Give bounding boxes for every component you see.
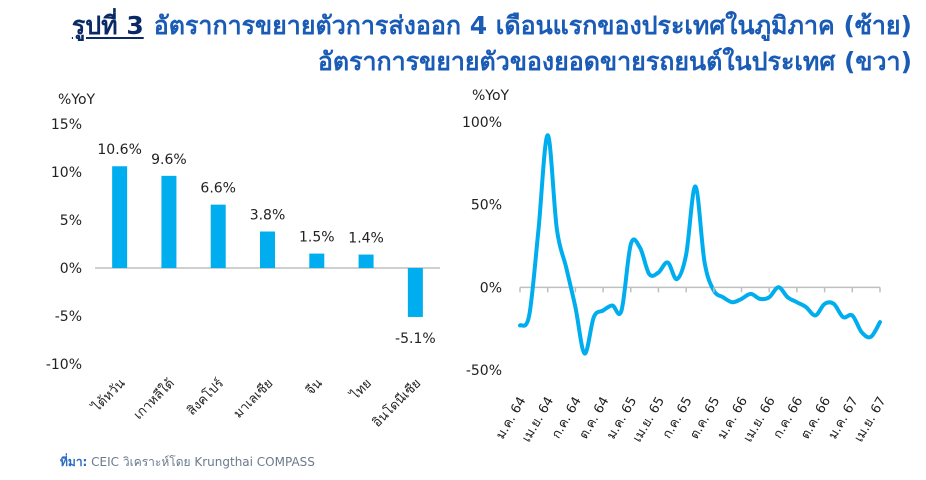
bar-category-label: ไต้หวัน [88,375,128,415]
bar [210,204,226,268]
bar-category-label: อินโดนีเซีย [369,376,424,431]
bar [260,231,275,268]
bar [112,166,128,268]
bar [358,254,374,268]
bar-category-label: สิงคโปร์ [184,376,227,419]
title-line-2: อัตราการขยายตัวของยอดขายรถยนต์ในประเทศ (… [318,42,912,82]
bar-y-tick-label: 5% [60,213,82,229]
bar-category-label: จีน [302,375,325,398]
figure-number: รูปที่ 3 [71,11,144,40]
series-line [518,133,882,356]
bar-data-label: -5.1% [395,331,436,347]
bar-data-label: 3.8% [250,208,286,224]
bar [161,175,177,268]
line-y-tick-label: 100% [462,115,502,131]
title-line-1: รูปที่ 3 อัตราการขยายตัวการส่งออก 4 เดือน… [14,6,912,46]
bar-category-label: ไทย [347,376,375,404]
bar-y-tick-label: -5% [55,309,82,325]
chart-title-left: อัตราการขยายตัวการส่งออก 4 เดือนแรกของปร… [153,11,912,40]
line-y-tick-label: 0% [480,280,502,296]
bar-data-label: 10.6% [97,142,141,158]
chart-title-right: อัตราการขยายตัวของยอดขายรถยนต์ในประเทศ (… [317,47,912,76]
bar-y-tick-label: 10% [51,165,82,181]
line-y-tick-label: -50% [466,363,502,379]
source-text: CEIC วิเคราะห์โดย Krungthai COMPASS [87,455,315,469]
bar-data-label: 6.6% [200,181,236,197]
source-label: ที่มา: [60,455,88,469]
bar-y-tick-label: 15% [51,117,82,133]
bar [309,253,325,268]
line-y-axis-label: %YoY [472,88,510,104]
source-note: ที่มา: CEIC วิเคราะห์โดย Krungthai COMPA… [60,453,315,472]
bar-chart: %YoY 15% 10% 5% 0% -5% -10% 10.6% ไต้หวัน 9.6% เกา… [46,92,440,431]
bar-y-tick-label: 0% [60,261,82,277]
bar-category-label: เกาหลีใต้ [130,376,177,423]
bar-data-label: 9.6% [151,152,187,168]
line-y-tick-label: 50% [471,198,502,214]
bar-y-tick-label: -10% [46,357,82,373]
bar-data-label: 1.4% [348,231,384,247]
bar-data-label: 1.5% [299,230,335,246]
bar-category-label: มาเลเซีย [230,376,276,422]
bar-y-axis-label: %YoY [58,92,96,108]
bar [407,268,423,317]
